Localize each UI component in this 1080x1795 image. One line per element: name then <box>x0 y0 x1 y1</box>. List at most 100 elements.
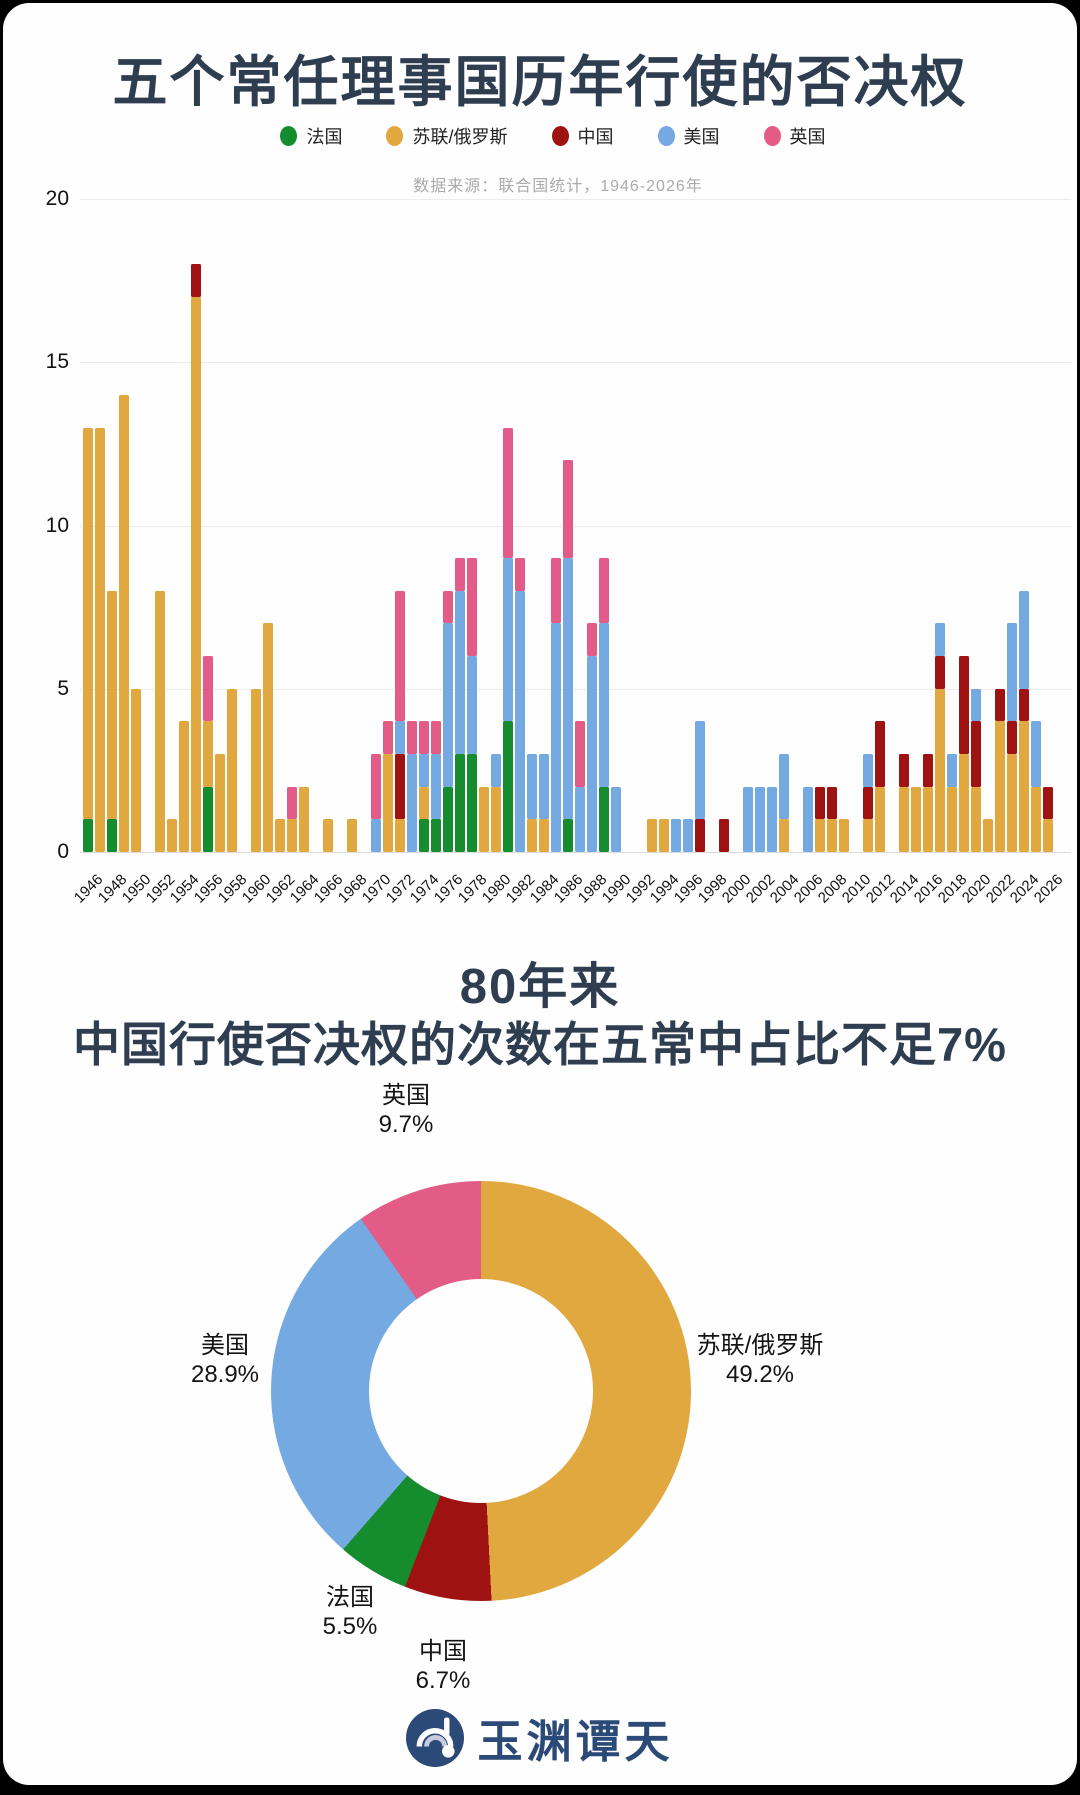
page-title: 五个常任理事国历年行使的否决权 <box>112 51 968 113</box>
bar-segment-2008-中国 <box>827 786 838 820</box>
source-note: 数据来源：联合国统计，1946-2026年 <box>413 178 703 195</box>
bar-segment-1946-苏联/俄罗斯 <box>83 427 94 820</box>
bar-segment-2025-苏联/俄罗斯 <box>1031 786 1042 852</box>
bar-segment-2017-中国 <box>935 656 946 689</box>
bar-segment-1989-英国 <box>599 558 610 624</box>
pie-label-name: 中国 <box>419 1638 467 1665</box>
bar-segment-2014-中国 <box>899 754 910 787</box>
gridline-15 <box>80 362 1071 364</box>
bar-segment-2020-中国 <box>971 721 982 787</box>
legend: 法国 苏联/俄罗斯 中国 美国 英国 <box>33 123 1073 149</box>
bar-segment-1960-苏联/俄罗斯 <box>251 688 262 852</box>
bar-segment-2024-苏联/俄罗斯 <box>1019 721 1030 852</box>
gridline-0 <box>80 852 1071 853</box>
bar-segment-1976-英国 <box>443 590 454 624</box>
bar-segment-1958-苏联/俄罗斯 <box>227 688 238 852</box>
legend-label: 苏联/俄罗斯 <box>412 127 508 147</box>
y-tick-15: 15 <box>45 350 69 374</box>
bar-segment-2023-中国 <box>1007 721 1018 755</box>
bar-segment-2026-中国 <box>1043 786 1054 820</box>
bar-segment-1961-苏联/俄罗斯 <box>263 623 274 852</box>
bar-segment-1968-苏联/俄罗斯 <box>347 819 358 852</box>
bar-segment-2012-苏联/俄罗斯 <box>875 786 886 852</box>
bar-segment-1989-美国 <box>599 623 610 787</box>
bar-segment-1994-苏联/俄罗斯 <box>659 819 670 852</box>
pie-label-法国: 法国 5.5% <box>240 1583 460 1641</box>
bar-segment-1974-英国 <box>419 721 430 755</box>
bar-segment-1973-美国 <box>407 754 418 852</box>
pie-label-苏联/俄罗斯: 苏联/俄罗斯 49.2% <box>650 1331 870 1389</box>
legend-color-dot <box>657 126 675 146</box>
bar-segment-2026-苏联/俄罗斯 <box>1043 819 1054 852</box>
bar-segment-2018-美国 <box>947 754 958 787</box>
bar-segment-1984-美国 <box>539 754 550 820</box>
bar-segment-1978-英国 <box>467 558 478 657</box>
bar-segment-2011-苏联/俄罗斯 <box>863 819 874 852</box>
bar-segment-2012-中国 <box>875 721 886 787</box>
bar-segment-1980-苏联/俄罗斯 <box>491 786 502 852</box>
pie-label-percent: 28.9% <box>190 1361 260 1388</box>
bar-segment-2007-中国 <box>815 786 826 820</box>
bar-segment-1987-英国 <box>575 721 586 787</box>
bar-segment-2022-苏联/俄罗斯 <box>995 721 1006 852</box>
bar-segment-1986-美国 <box>563 558 574 820</box>
bar-segment-1977-法国 <box>455 754 466 852</box>
bar-segment-1963-苏联/俄罗斯 <box>287 819 298 852</box>
pie-label-percent: 49.2% <box>725 1361 795 1388</box>
legend-color-dot <box>280 126 298 146</box>
bar-segment-1989-法国 <box>599 786 610 852</box>
bar-segment-1957-苏联/俄罗斯 <box>215 754 226 852</box>
section-title-line1: 80年来 <box>459 960 621 1014</box>
pie-label-中国: 中国 6.7% <box>333 1637 553 1695</box>
bar-segment-1956-英国 <box>203 656 214 722</box>
bar-segment-1978-法国 <box>467 754 478 852</box>
bar-segment-1955-中国 <box>191 264 202 297</box>
bar-segment-2024-中国 <box>1019 688 1030 722</box>
bar-segment-2023-苏联/俄罗斯 <box>1007 754 1018 852</box>
veto-share-donut-chart <box>271 1181 691 1601</box>
bar-segment-1982-英国 <box>515 558 526 591</box>
bar-segment-1971-苏联/俄罗斯 <box>383 754 394 852</box>
bar-segment-1993-苏联/俄罗斯 <box>647 819 658 852</box>
pie-label-percent: 6.7% <box>415 1667 471 1694</box>
legend-item-4: 英国 <box>763 123 826 149</box>
gridline-20 <box>80 199 1071 200</box>
bar-segment-1987-美国 <box>575 786 586 852</box>
y-tick-10: 10 <box>45 513 69 537</box>
bar-segment-2024-美国 <box>1019 590 1030 689</box>
bar-segment-2020-苏联/俄罗斯 <box>971 786 982 852</box>
bar-segment-1985-英国 <box>551 558 562 624</box>
legend-color-dot <box>551 126 569 146</box>
legend-color-dot <box>763 126 781 146</box>
bar-segment-1980-美国 <box>491 754 502 787</box>
pie-label-name: 法国 <box>326 1584 374 1611</box>
bar-segment-1981-美国 <box>503 558 514 722</box>
bar-segment-1990-美国 <box>611 786 622 852</box>
bar-segment-1988-美国 <box>587 656 598 852</box>
bar-segment-2019-苏联/俄罗斯 <box>959 754 970 852</box>
bar-segment-1985-美国 <box>551 623 562 852</box>
bar-segment-1986-法国 <box>563 819 574 852</box>
pie-label-name: 美国 <box>201 1332 249 1359</box>
bar-segment-1981-法国 <box>503 721 514 852</box>
bar-segment-1973-英国 <box>407 721 418 755</box>
bar-segment-2022-中国 <box>995 688 1006 722</box>
legend-item-3: 美国 <box>657 123 720 149</box>
section-title-line2: 中国行使否决权的次数在五常中占比不足7% <box>73 1018 1007 1071</box>
bar-segment-1997-中国 <box>695 819 706 852</box>
legend-item-1: 苏联/俄罗斯 <box>386 123 508 149</box>
legend-label: 美国 <box>683 127 720 147</box>
bar-segment-1966-苏联/俄罗斯 <box>323 819 334 852</box>
bar-segment-2016-苏联/俄罗斯 <box>923 786 934 852</box>
bar-segment-1995-美国 <box>671 819 682 852</box>
legend-item-0: 法国 <box>280 123 342 149</box>
pie-label-英国: 英国 9.7% <box>296 1081 516 1139</box>
bar-segment-2021-苏联/俄罗斯 <box>983 819 994 852</box>
legend-label: 英国 <box>789 127 826 147</box>
bar-segment-2006-美国 <box>803 786 814 852</box>
bar-segment-2015-苏联/俄罗斯 <box>911 786 922 852</box>
legend-label: 中国 <box>577 127 614 147</box>
y-tick-5: 5 <box>57 676 69 700</box>
bar-segment-1972-苏联/俄罗斯 <box>395 819 406 852</box>
bar-segment-2017-苏联/俄罗斯 <box>935 688 946 852</box>
